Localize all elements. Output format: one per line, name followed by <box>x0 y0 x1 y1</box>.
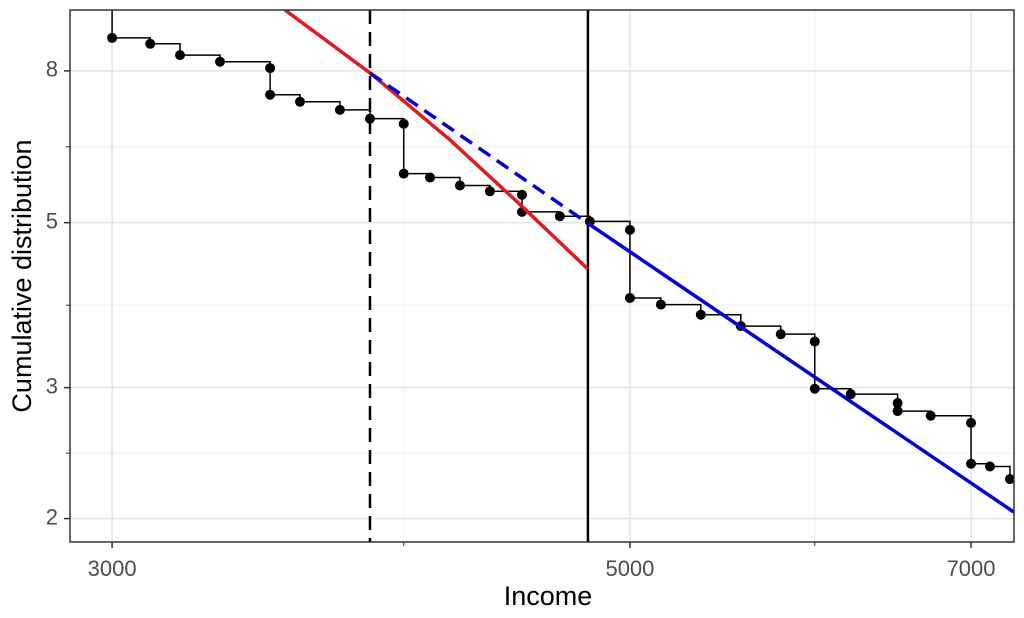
data-point <box>892 398 903 409</box>
data-point <box>517 189 528 200</box>
data-point <box>775 329 786 340</box>
y-axis-title: Cumulative distribution <box>7 139 37 412</box>
data-point <box>624 292 635 303</box>
data-point <box>655 299 666 310</box>
data-point <box>554 211 565 222</box>
y-tick-label: 3 <box>46 373 58 398</box>
x-tick-label: 7000 <box>947 556 996 581</box>
y-tick-label: 5 <box>46 208 58 233</box>
data-point <box>265 63 276 74</box>
data-point <box>398 168 409 179</box>
data-point <box>295 96 306 107</box>
x-tick-label: 5000 <box>605 556 654 581</box>
fit-line <box>283 10 590 271</box>
data-point <box>845 389 856 400</box>
data-point <box>424 172 435 183</box>
data-point <box>809 336 820 347</box>
data-point <box>1004 474 1014 485</box>
data-point <box>484 186 495 197</box>
data-point <box>966 417 977 428</box>
plot-area <box>107 10 1014 542</box>
x-tick-label: 3000 <box>88 556 137 581</box>
data-point <box>364 113 375 124</box>
fit-line <box>586 221 1014 514</box>
y-tick-label: 2 <box>46 504 58 529</box>
y-tick-label: 8 <box>46 57 58 82</box>
data-point <box>809 383 820 394</box>
data-point <box>175 50 186 61</box>
data-point <box>215 56 226 67</box>
data-point <box>695 309 706 320</box>
data-point <box>145 38 156 49</box>
data-point <box>892 406 903 417</box>
x-axis-title: Income <box>504 581 593 611</box>
data-point <box>265 89 276 100</box>
data-point <box>984 461 995 472</box>
data-point <box>107 32 118 43</box>
data-point <box>398 118 409 129</box>
data-point <box>454 180 465 191</box>
data-point <box>925 410 936 421</box>
data-point <box>334 104 345 115</box>
data-point <box>966 458 977 469</box>
plot-border <box>69 9 1015 543</box>
fit-line <box>368 71 589 225</box>
data-point <box>624 224 635 235</box>
